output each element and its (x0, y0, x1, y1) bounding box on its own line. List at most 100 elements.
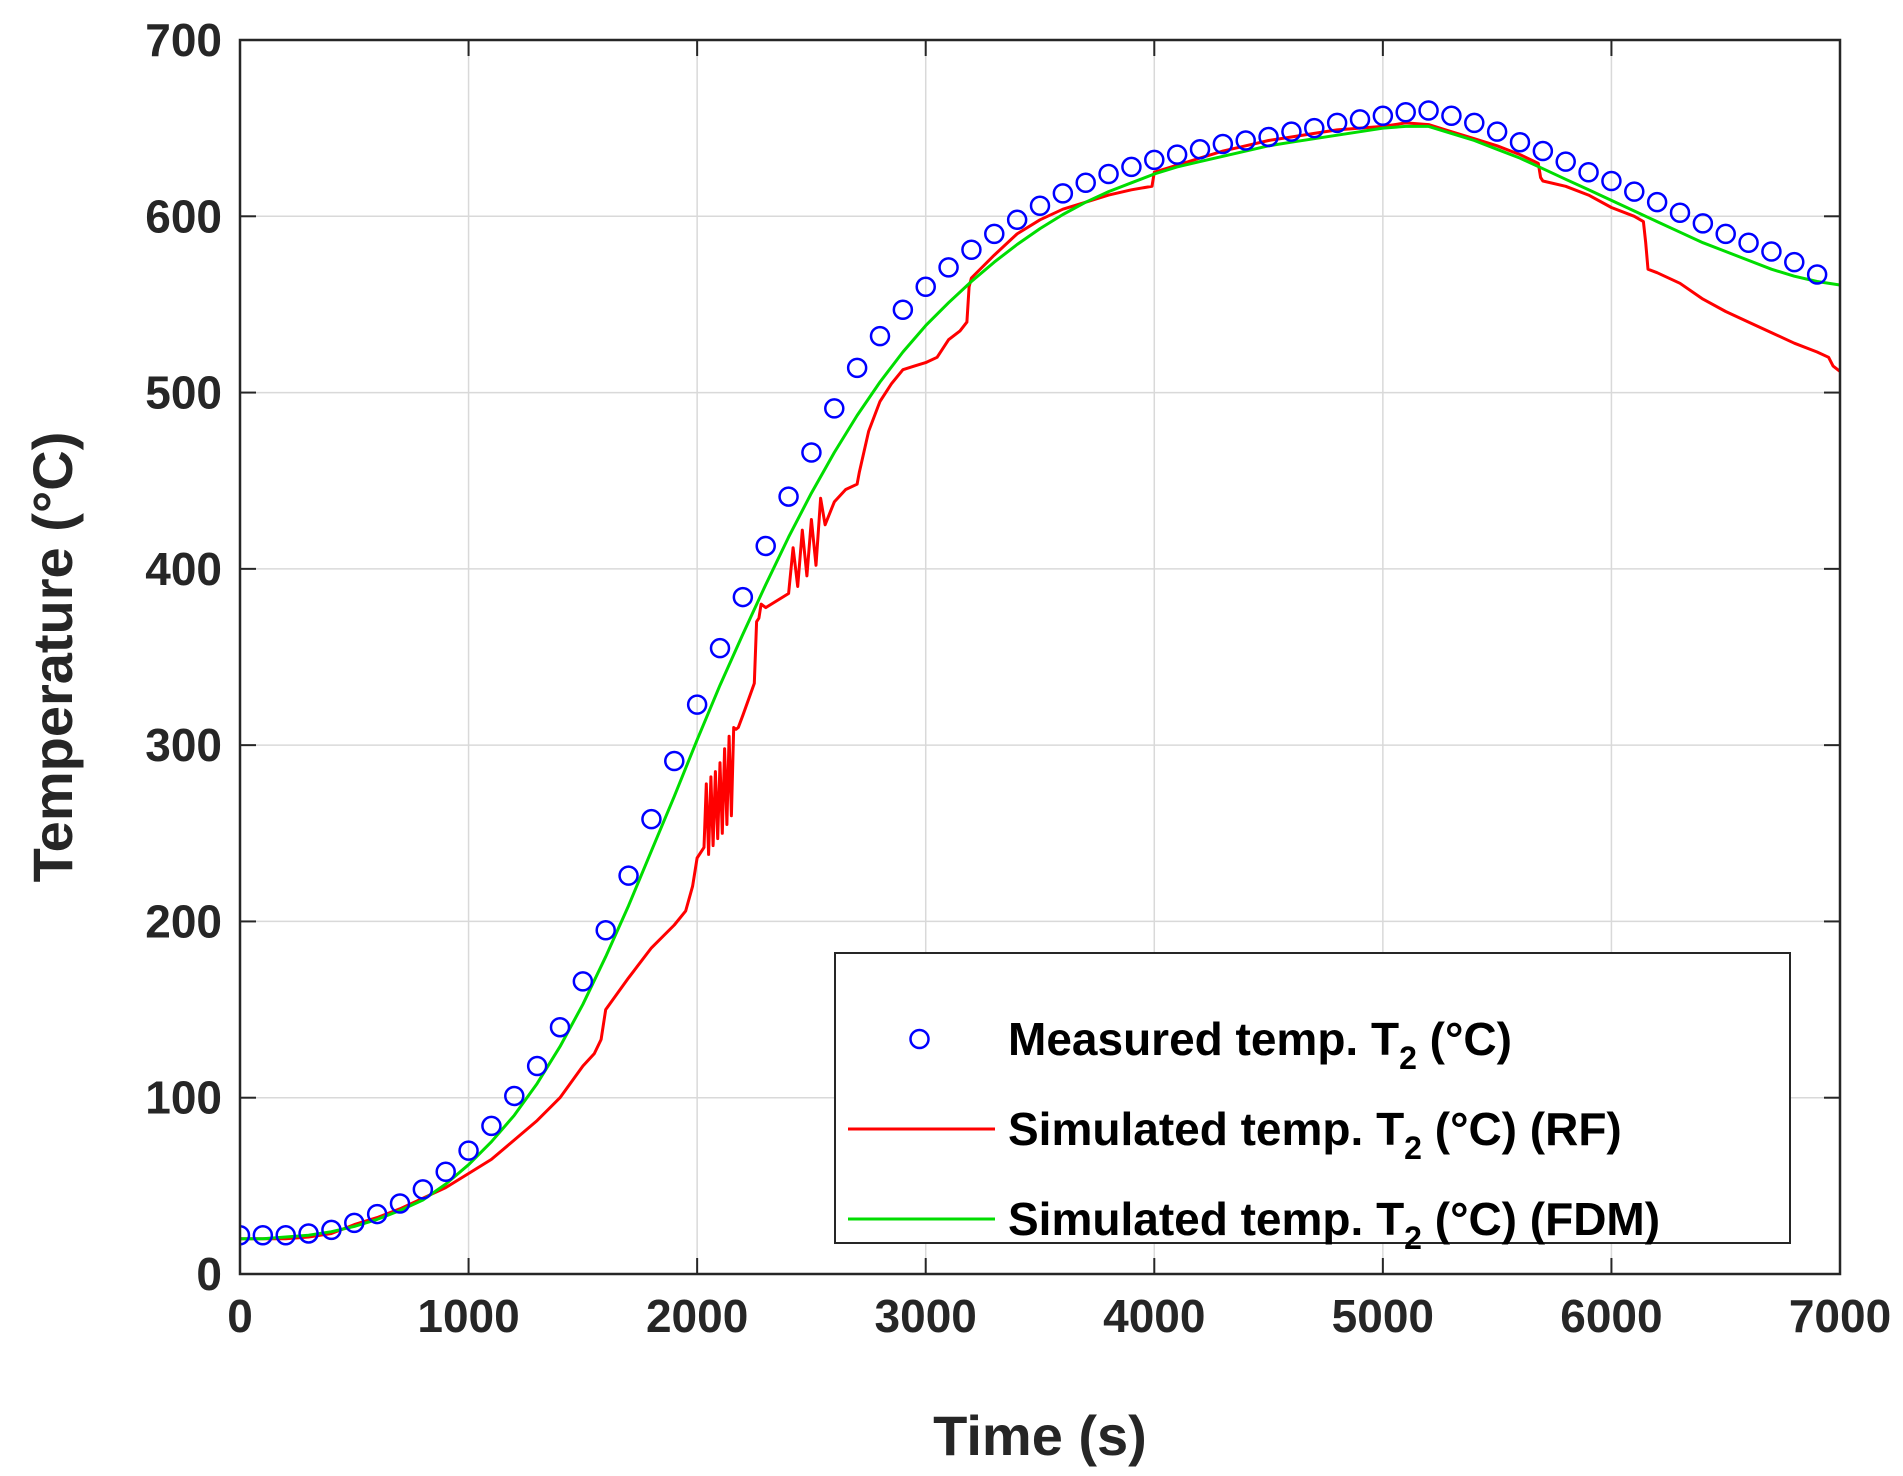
measured-point (481, 1115, 502, 1137)
measured-point (686, 694, 708, 715)
measured-point (1281, 121, 1302, 142)
measured-point (1624, 181, 1645, 202)
measured-point (664, 750, 685, 772)
measured-point (366, 1203, 388, 1225)
measured-point (1121, 156, 1142, 178)
measured-point (732, 586, 754, 608)
measured-point (1098, 163, 1119, 185)
measured-point (824, 398, 845, 419)
measured-point (1029, 195, 1051, 216)
measured-point (1418, 100, 1439, 121)
measured-point (1509, 131, 1531, 153)
measured-point (984, 223, 1005, 245)
legend-entry-label: Simulated temp. T2 (°C) (FDM) (1008, 1193, 1660, 1256)
measured-point (1601, 170, 1622, 192)
measured-point (938, 257, 959, 278)
measured-point (321, 1219, 342, 1241)
measured-point (298, 1223, 319, 1244)
tick-labels: 0 1000 2000 3000 4000 5000 6000 7000 0 100 200 300 4… (145, 14, 1891, 1342)
x-tick-label: 3000 (875, 1290, 977, 1342)
legend-entry-label: Measured temp. T2 (°C) (1008, 1013, 1512, 1076)
series-line-fdm (240, 124, 1840, 1241)
x-tick-label: 6000 (1560, 1290, 1662, 1342)
measured-point (344, 1212, 365, 1234)
series-layer (240, 100, 1840, 1246)
measured-point (1715, 223, 1736, 245)
measured-point (1692, 213, 1714, 234)
measured-point (1326, 112, 1348, 134)
measured-point (846, 357, 868, 379)
measured-point (1189, 139, 1211, 160)
measured-point (801, 442, 822, 463)
measured-point (915, 276, 936, 298)
measured-point (549, 1016, 571, 1038)
measured-point (778, 486, 799, 507)
y-tick-label: 700 (145, 14, 222, 66)
measured-point (1212, 133, 1234, 155)
measured-point (1578, 161, 1599, 183)
y-tick-label: 300 (145, 719, 222, 771)
measured-point (412, 1179, 434, 1200)
x-tick-label: 4000 (1103, 1290, 1205, 1342)
x-tick-label: 1000 (417, 1290, 519, 1342)
measured-point (504, 1085, 525, 1107)
y-tick-label: 600 (145, 190, 222, 242)
measured-point (1738, 232, 1759, 253)
measured-point (1669, 202, 1691, 224)
measured-point (1646, 191, 1668, 213)
measured-point (1555, 151, 1576, 172)
measured-point (1144, 149, 1165, 171)
measured-point (1258, 126, 1279, 148)
measured-point (1486, 121, 1508, 142)
plot-frame (238, 38, 1842, 1276)
measured-point (869, 325, 891, 347)
y-tick-label: 500 (145, 367, 222, 419)
measured-point (709, 637, 731, 659)
x-tick-label: 2000 (646, 1290, 748, 1342)
measured-point (1052, 183, 1074, 204)
measured-point (1464, 112, 1485, 134)
measured-point (1806, 264, 1828, 285)
measured-point (458, 1140, 479, 1161)
measured-point (1166, 144, 1188, 165)
measured-point (1532, 140, 1554, 162)
x-tick-label: 7000 (1789, 1290, 1891, 1342)
ticks (239, 39, 1841, 1275)
y-tick-label: 100 (145, 1072, 222, 1124)
y-tick-label: 0 (196, 1248, 222, 1300)
y-tick-label: 400 (145, 543, 222, 595)
series-line-rf (240, 121, 1840, 1241)
measured-point (892, 299, 914, 320)
measured-point (1784, 251, 1805, 273)
measured-point (275, 1224, 296, 1246)
measured-point (389, 1193, 411, 1214)
measured-point (1441, 105, 1462, 127)
y-axis-title: Temperature (°C) (21, 432, 84, 883)
x-tick-label: 5000 (1332, 1290, 1434, 1342)
measured-point (1372, 105, 1394, 127)
measured-point (1235, 130, 1256, 151)
measured-point (1075, 172, 1096, 194)
measured-point (1304, 117, 1325, 139)
measured-point (1761, 241, 1782, 262)
measured-point (252, 1224, 274, 1246)
measured-point (618, 865, 639, 886)
legend: Measured temp. T2 (°C) Simulated temp. T2… (834, 952, 1791, 1256)
measured-point (1349, 109, 1371, 130)
x-axis-title: Time (s) (933, 1404, 1147, 1467)
measured-point (641, 808, 662, 830)
legend-entry-label: Simulated temp. T2 (°C) (RF) (1008, 1103, 1622, 1166)
measured-point (755, 535, 776, 557)
measured-point (526, 1055, 548, 1077)
measured-point (1395, 102, 1416, 123)
measured-point (1006, 209, 1028, 231)
x-tick-label: 0 (227, 1290, 253, 1342)
measured-point (435, 1161, 456, 1183)
y-tick-label: 200 (145, 895, 222, 947)
measured-point (572, 971, 594, 992)
measured-point (240, 1224, 251, 1246)
measured-point (961, 239, 982, 261)
legend-box (834, 952, 1791, 1244)
measured-point (595, 919, 616, 941)
